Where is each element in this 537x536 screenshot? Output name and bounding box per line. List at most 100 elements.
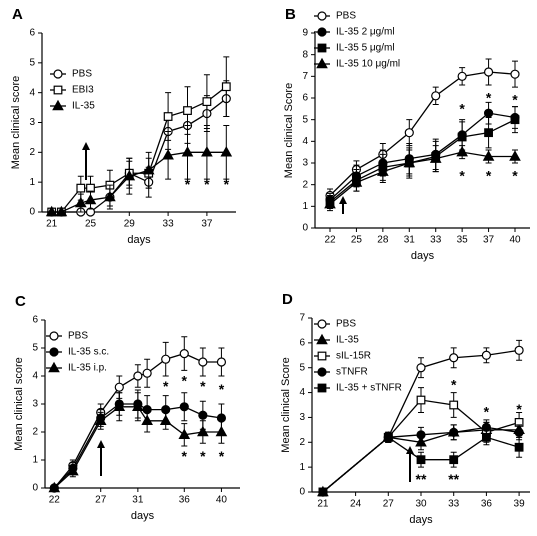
legend-label: sTNFR xyxy=(336,367,368,378)
legend-marker xyxy=(49,347,59,357)
legend-marker xyxy=(317,319,327,329)
panel-label: A xyxy=(12,6,23,23)
annotation: * xyxy=(219,381,225,397)
annotation: * xyxy=(185,176,191,192)
point xyxy=(178,428,191,439)
point xyxy=(416,395,426,405)
series-line xyxy=(329,112,516,201)
legend-marker xyxy=(52,99,64,111)
y-tick-label: 3 xyxy=(32,399,38,410)
legend-marker xyxy=(317,383,327,393)
y-tick-label: 7 xyxy=(299,313,305,324)
point xyxy=(197,425,209,437)
point xyxy=(404,128,414,138)
point xyxy=(215,425,228,437)
annotation: * xyxy=(486,90,492,106)
legend-marker xyxy=(317,351,327,361)
point xyxy=(198,410,208,420)
y-tick-label: 8 xyxy=(302,49,308,60)
y-tick-label: 1 xyxy=(29,177,35,188)
point xyxy=(220,146,233,157)
series-line xyxy=(322,436,520,493)
y-tick-label: 0 xyxy=(29,207,35,218)
y-tick-label: 4 xyxy=(29,87,35,98)
x-tick-label: 40 xyxy=(216,495,228,506)
x-tick-label: 35 xyxy=(457,235,469,246)
point xyxy=(484,128,493,138)
y-axis-label: Mean clinical Score xyxy=(283,83,295,178)
point xyxy=(416,430,426,440)
x-tick-label: 36 xyxy=(481,499,493,510)
panel-label: D xyxy=(282,291,293,308)
legend-label: PBS xyxy=(72,69,92,80)
x-tick-label: 25 xyxy=(85,219,97,230)
x-axis-label: days xyxy=(411,250,435,262)
legend-label: IL-35 + sTNFR xyxy=(336,383,402,394)
point xyxy=(161,354,171,364)
legend-label: IL-35 xyxy=(72,101,95,112)
point xyxy=(67,464,79,476)
point xyxy=(514,427,524,437)
annotation: * xyxy=(204,176,210,192)
y-tick-label: 3 xyxy=(302,158,308,169)
y-tick-label: 1 xyxy=(302,201,308,212)
legend-label: PBS xyxy=(336,11,356,22)
y-tick-label: 4 xyxy=(299,387,305,398)
legend-label: IL-35 xyxy=(336,335,359,346)
y-tick-label: 9 xyxy=(302,28,308,39)
point xyxy=(162,149,174,160)
y-tick-label: 2 xyxy=(299,437,305,448)
point xyxy=(159,414,172,425)
point xyxy=(429,152,442,163)
point xyxy=(163,112,173,121)
point xyxy=(179,402,189,412)
annotation: * xyxy=(182,448,188,464)
annotation: * xyxy=(459,168,465,184)
x-tick-label: 31 xyxy=(132,495,144,506)
legend-marker xyxy=(317,43,327,53)
annotation: * xyxy=(163,378,169,394)
y-tick-label: 3 xyxy=(299,412,305,423)
series-line xyxy=(329,119,516,203)
arrow-head xyxy=(406,446,414,454)
annotation: * xyxy=(224,176,230,192)
point xyxy=(318,487,328,497)
x-tick-label: 24 xyxy=(350,499,362,510)
series-line xyxy=(53,403,222,489)
x-tick-label: 21 xyxy=(317,499,329,510)
annotation: * xyxy=(484,404,490,420)
annotation: * xyxy=(219,448,225,464)
point xyxy=(483,108,494,118)
series-line xyxy=(53,406,222,489)
x-tick-label: 30 xyxy=(415,499,427,510)
arrow-head xyxy=(82,142,90,150)
legend-marker xyxy=(49,331,59,341)
point xyxy=(324,197,336,209)
point xyxy=(350,176,363,187)
legend-marker xyxy=(53,69,63,79)
annotation: * xyxy=(200,378,206,394)
legend-marker xyxy=(53,85,63,95)
point xyxy=(202,97,212,107)
point xyxy=(201,146,213,157)
point xyxy=(183,106,192,115)
legend-marker xyxy=(317,27,327,37)
x-tick-label: 37 xyxy=(483,235,495,246)
legend-marker xyxy=(316,57,328,69)
legend-marker xyxy=(316,333,328,345)
annotation: * xyxy=(512,168,518,184)
y-tick-label: 0 xyxy=(302,223,308,234)
point xyxy=(449,427,459,437)
point xyxy=(510,115,520,125)
legend-label: EBI3 xyxy=(72,85,94,96)
point xyxy=(416,455,426,465)
legend-label: IL-35 10 μg/ml xyxy=(336,59,400,70)
y-tick-label: 4 xyxy=(32,371,38,382)
y-axis-label: Mean clinical Score xyxy=(280,357,292,452)
point xyxy=(457,132,467,142)
point xyxy=(48,481,61,493)
point xyxy=(133,371,143,381)
annotation: ** xyxy=(416,471,427,487)
x-tick-label: 22 xyxy=(324,235,336,246)
x-tick-label: 33 xyxy=(163,219,175,230)
